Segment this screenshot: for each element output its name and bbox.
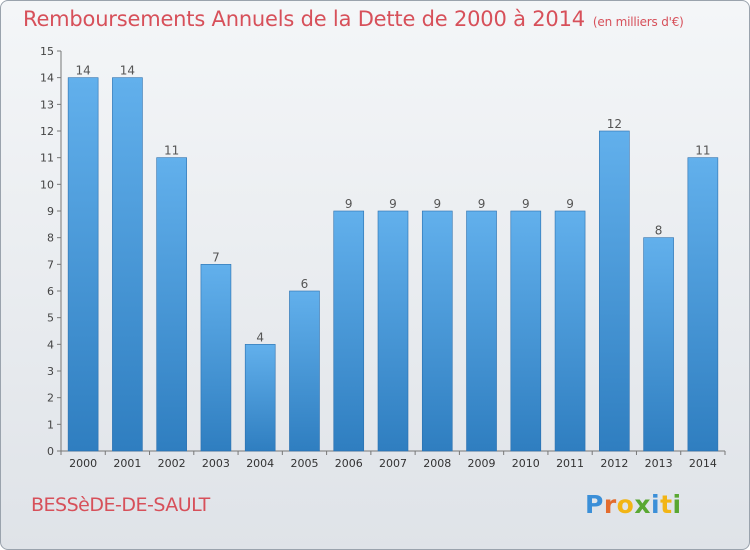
commune-name: BESSèDE-DE-SAULT [31,494,210,516]
bar-2002 [156,157,187,452]
y-tick-label: 0 [47,445,54,458]
x-tick-label: 2010 [512,457,540,470]
bar-2013 [643,237,674,452]
chart-unit-label: (en milliers d'€) [592,15,684,29]
y-tick-label: 13 [40,98,54,111]
y-tick-label: 5 [47,312,54,325]
chart-title: Remboursements Annuels de la Dette de 20… [23,7,684,31]
y-tick-label: 8 [47,232,54,245]
data-label: 8 [655,224,663,238]
bar-2014 [687,157,719,452]
data-label: 14 [120,64,135,78]
x-tick-label: 2012 [600,457,628,470]
brand-letter: r [603,490,617,519]
bar-2007 [377,210,409,452]
proxiti-logo: Proxiti [585,490,682,519]
y-tick-label: 4 [47,338,54,351]
y-tick-label: 1 [47,418,54,431]
y-tick-label: 12 [40,125,54,138]
chart-title-text: Remboursements Annuels de la Dette de 20… [23,7,585,31]
x-tick-label: 2005 [290,457,318,470]
y-tick-label: 9 [47,205,54,218]
brand-letter: o [616,490,635,519]
brand-letter: x [634,490,651,519]
bar-2012 [599,130,630,452]
x-tick-label: 2014 [689,457,717,470]
y-tick-label: 14 [40,72,54,85]
data-label: 4 [256,330,264,344]
data-label: 9 [433,197,441,211]
bar-2000 [67,77,99,452]
chart-bars [67,77,719,452]
bar-2006 [333,210,365,452]
bar-2004 [244,344,276,452]
data-label: 11 [695,144,710,158]
data-label: 11 [164,144,179,158]
x-tick-label: 2013 [645,457,673,470]
y-tick-label: 15 [40,45,54,58]
data-label: 7 [212,250,220,264]
x-tick-label: 2009 [468,457,496,470]
y-tick-label: 3 [47,365,54,378]
bar-2009 [466,210,497,452]
brand-letter: P [585,490,604,519]
brand-letter: i [651,490,661,519]
bar-2010 [510,210,542,452]
bar-2011 [554,210,586,452]
x-tick-label: 2007 [379,457,407,470]
x-tick-label: 2004 [246,457,274,470]
bar-2001 [112,77,143,452]
y-tick-label: 7 [47,258,54,271]
y-tick-label: 6 [47,285,54,298]
data-label: 9 [478,197,486,211]
bar-2003 [200,264,232,452]
x-tick-label: 2001 [113,457,141,470]
data-label: 9 [345,197,353,211]
y-tick-label: 11 [40,152,54,165]
data-label: 14 [75,64,90,78]
data-label: 9 [566,197,574,211]
x-tick-label: 2008 [423,457,451,470]
x-tick-label: 2006 [335,457,363,470]
y-tick-label: 10 [40,178,54,191]
x-tick-label: 2000 [69,457,97,470]
brand-letter: i [672,490,682,519]
bar-2005 [289,290,320,452]
y-tick-label: 2 [47,392,54,405]
data-label: 9 [522,197,530,211]
brand-letter: t [660,490,673,519]
bar-2008 [421,210,453,452]
data-label: 9 [389,197,397,211]
x-tick-label: 2011 [556,457,584,470]
x-tick-label: 2003 [202,457,230,470]
data-label: 6 [301,277,309,291]
x-tick-label: 2002 [158,457,186,470]
data-label: 12 [607,117,622,131]
chart-data-labels: 14 14 11 7 4 6 9 9 9 9 9 9 12 8 11 [75,64,710,345]
